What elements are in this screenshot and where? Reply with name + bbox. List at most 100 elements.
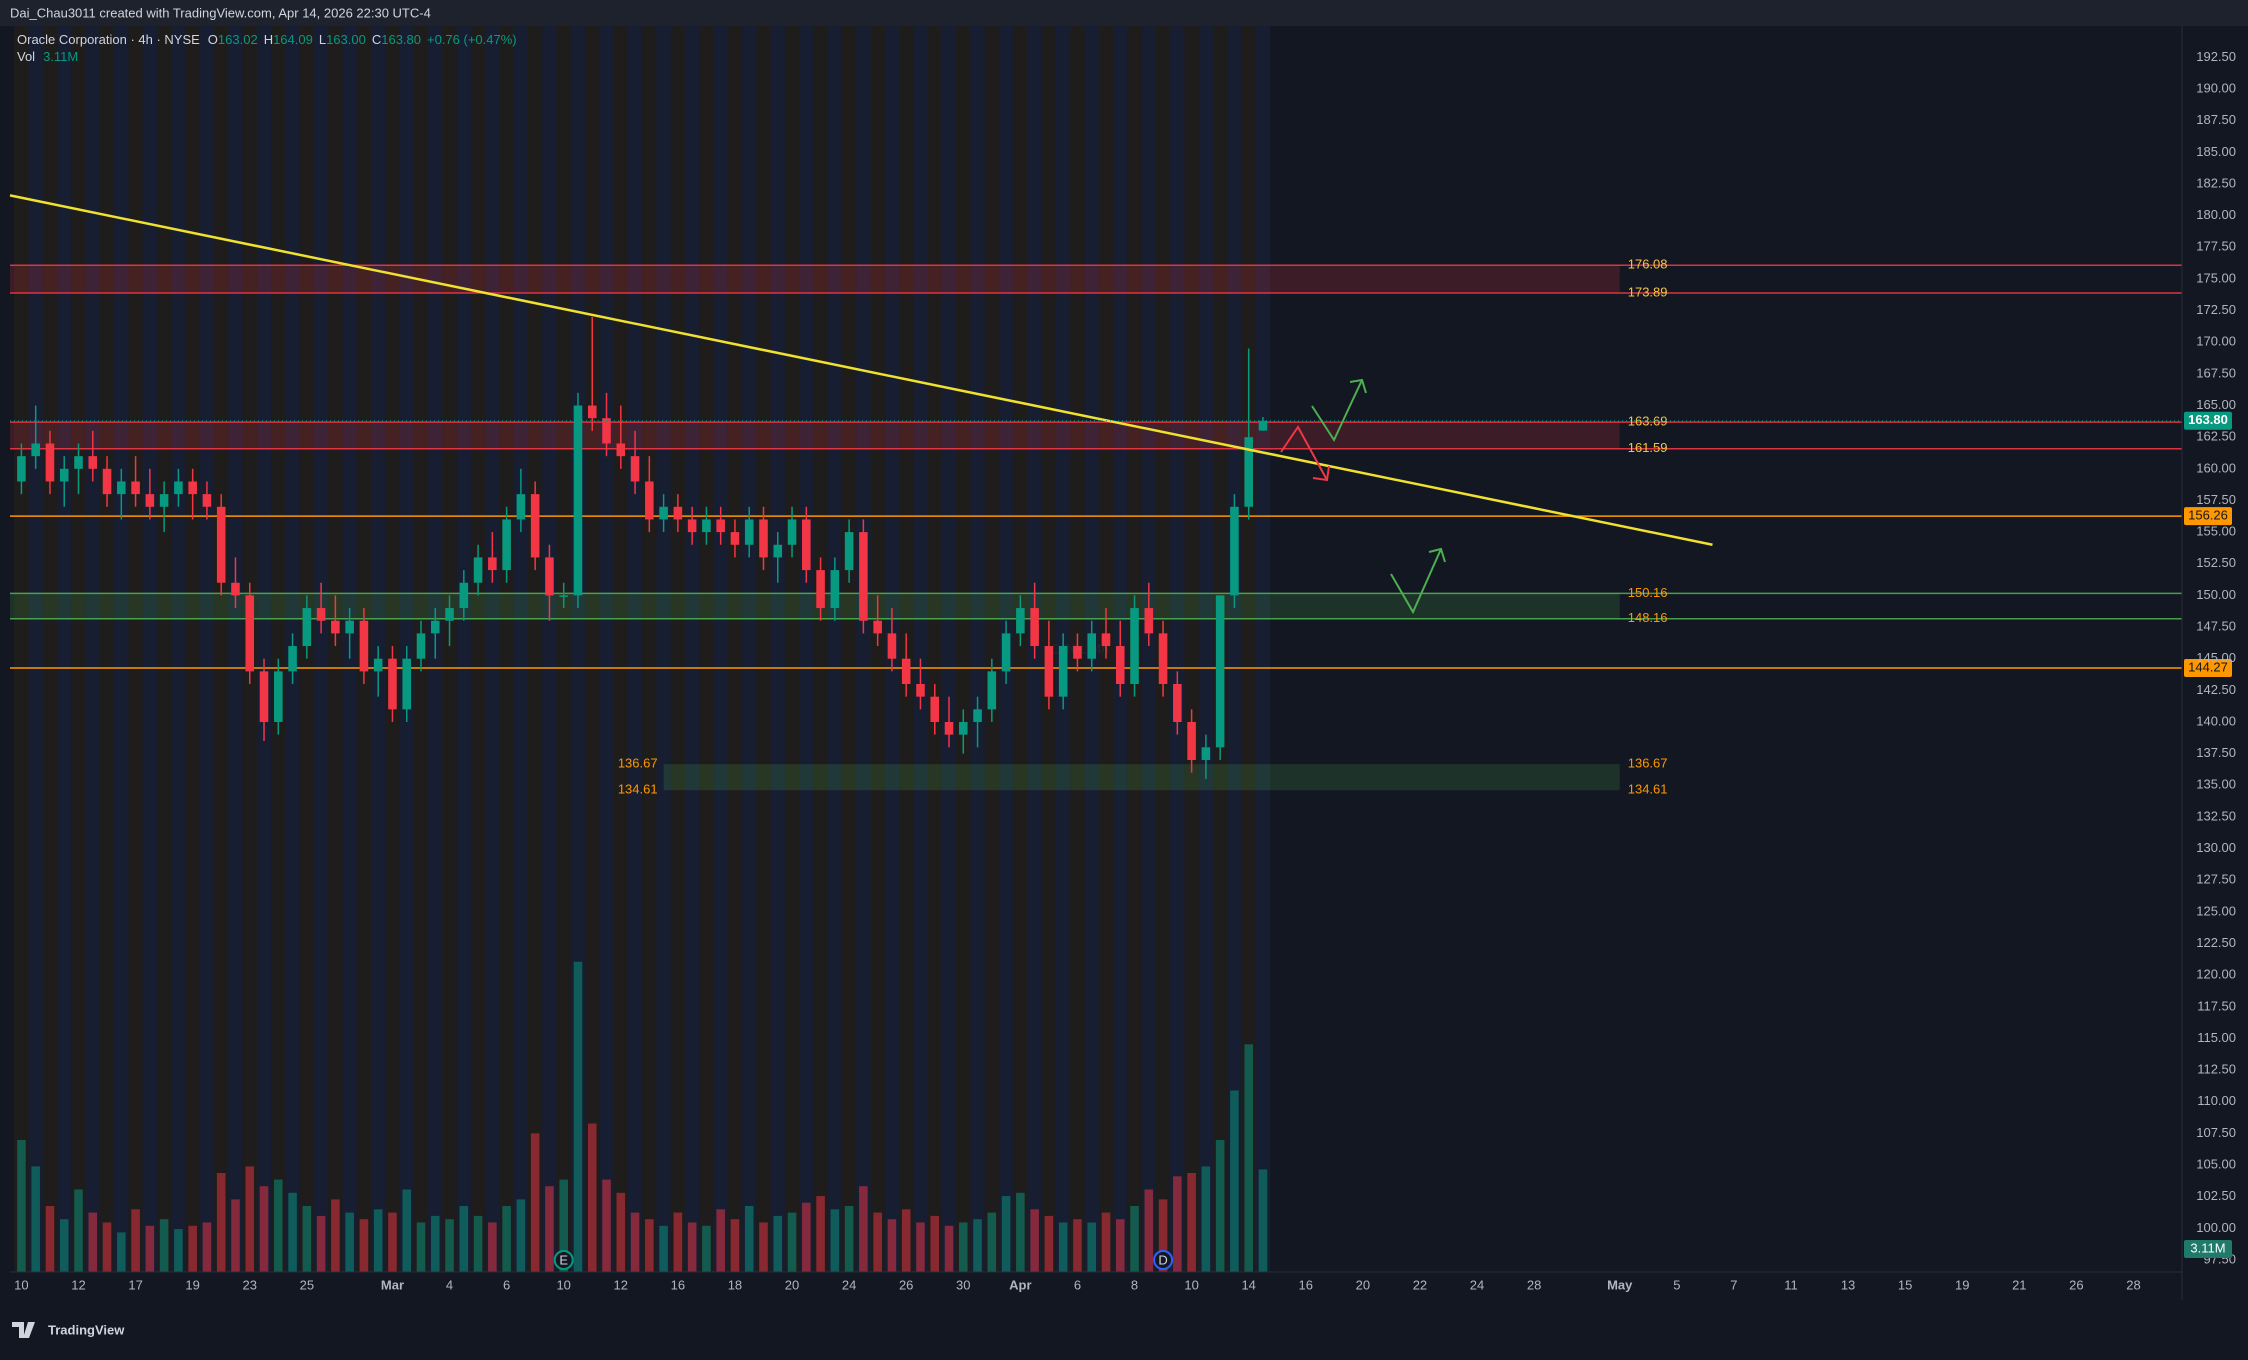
candle-body [530,494,540,558]
x-tick-label: 24 [842,1277,856,1292]
volume-bar [74,1189,83,1272]
x-tick-label: 24 [1470,1277,1484,1292]
green-arrowhead [1349,378,1367,394]
candle-body [274,671,283,722]
session-stripe [713,26,728,1272]
y-tick-label: 142.50 [2196,682,2236,697]
candle-body [59,468,69,482]
volume-bar [944,1225,954,1272]
volume-bar [1058,1222,1068,1272]
candle-body [573,405,583,596]
session-stripe [171,26,186,1272]
volume-bar [916,1222,925,1272]
volume-bar [45,1206,55,1272]
y-tick-label: 155.00 [2196,524,2236,539]
volume-bar [316,1215,326,1272]
x-tick-label: 12 [614,1277,628,1292]
volume-bar [459,1206,469,1272]
volume-bar [673,1212,683,1272]
volume-bar [202,1222,212,1272]
session-stripe [28,26,43,1272]
volume-bar [1001,1196,1011,1272]
x-tick-label: 7 [1730,1277,1737,1292]
volume-bar [687,1222,697,1272]
session-stripe [727,26,743,1272]
session-stripe [1241,26,1256,1272]
session-stripe [42,26,58,1272]
volume-bar [844,1206,854,1272]
volume-bar [616,1192,626,1272]
candle-body [159,494,169,507]
volume-bar [530,1133,540,1272]
legend-line: Oracle Corporation · 4h · NYSE O163.02 H16… [17,32,517,47]
candle-body [288,646,297,672]
trendline [9,194,1713,546]
candle-body [716,519,725,533]
zone [10,422,1620,449]
session-stripe [214,26,229,1272]
y-tick-label: 160.00 [2196,460,2236,475]
x-tick-label: 14 [1241,1277,1255,1292]
green-arrowhead [1428,547,1446,563]
volume-bar [1016,1192,1025,1272]
candle-body [816,570,825,609]
candle-body [887,633,897,659]
session-stripe [313,26,329,1272]
candle-body [388,658,397,710]
event-icon [1153,1250,1174,1270]
session-stripe [699,26,714,1272]
y-tick-label: 182.50 [2196,175,2236,190]
last-price-label: 163.80 [2188,412,2228,427]
session-stripe [585,26,600,1272]
session-stripe [956,26,971,1272]
candle-body [445,608,454,621]
candle-body [88,456,98,469]
axes: 156.26 144.27 192.50 190.00 187.50 185.00 182.… [14,49,2236,1293]
zone-label: 136.67 [618,756,658,771]
plot: 176.08 173.89 163.69 161.59 150.16 148.16 136.… [9,194,2182,1272]
x-tick-label: 11 [1784,1277,1798,1292]
candle-body [1044,646,1054,697]
session-stripe [1198,26,1214,1272]
candle-body [1201,747,1211,760]
volume-bar [744,1206,754,1272]
y-tick-label: 145.00 [2196,650,2236,665]
session-stripe [499,26,514,1272]
y-tick-label: 170.00 [2196,334,2236,349]
x-tick-label: 22 [1413,1277,1427,1292]
candle-body [231,582,240,596]
y-tick-label: 147.50 [2196,618,2236,633]
session-stripe [71,26,86,1272]
candle-body [1215,595,1225,748]
session-stripe [142,26,157,1272]
volume-bar [1173,1176,1182,1272]
volume-bar [702,1225,711,1272]
session-stripe [841,26,857,1272]
candle-body [944,721,954,735]
volume-bar [1215,1140,1225,1272]
candle-body [616,443,626,457]
volume-bar [31,1166,40,1272]
session-stripe [556,26,571,1272]
candle-body [987,671,997,710]
volume-bar [773,1215,783,1272]
candle-body [117,481,126,495]
candle-body [787,519,797,545]
session-stripe [870,26,885,1272]
session-stripe [856,26,871,1272]
session-stripe [670,26,686,1272]
session-stripe [913,26,928,1272]
volume-bar [259,1186,269,1272]
candle-body [488,557,497,571]
volume-bar [859,1186,868,1272]
candle-body [1130,608,1139,685]
vol-legend: Vol 3.11M [17,49,78,64]
volume-bar [331,1199,340,1272]
x-tick-label: 16 [1299,1277,1313,1292]
session-stripe [513,26,529,1272]
x-tick-label: 5 [1673,1277,1680,1292]
volume-bar [1187,1173,1196,1272]
level-tag-label: 144.27 [2188,659,2228,674]
session-stripe [813,26,828,1272]
volume-bar [159,1219,169,1272]
